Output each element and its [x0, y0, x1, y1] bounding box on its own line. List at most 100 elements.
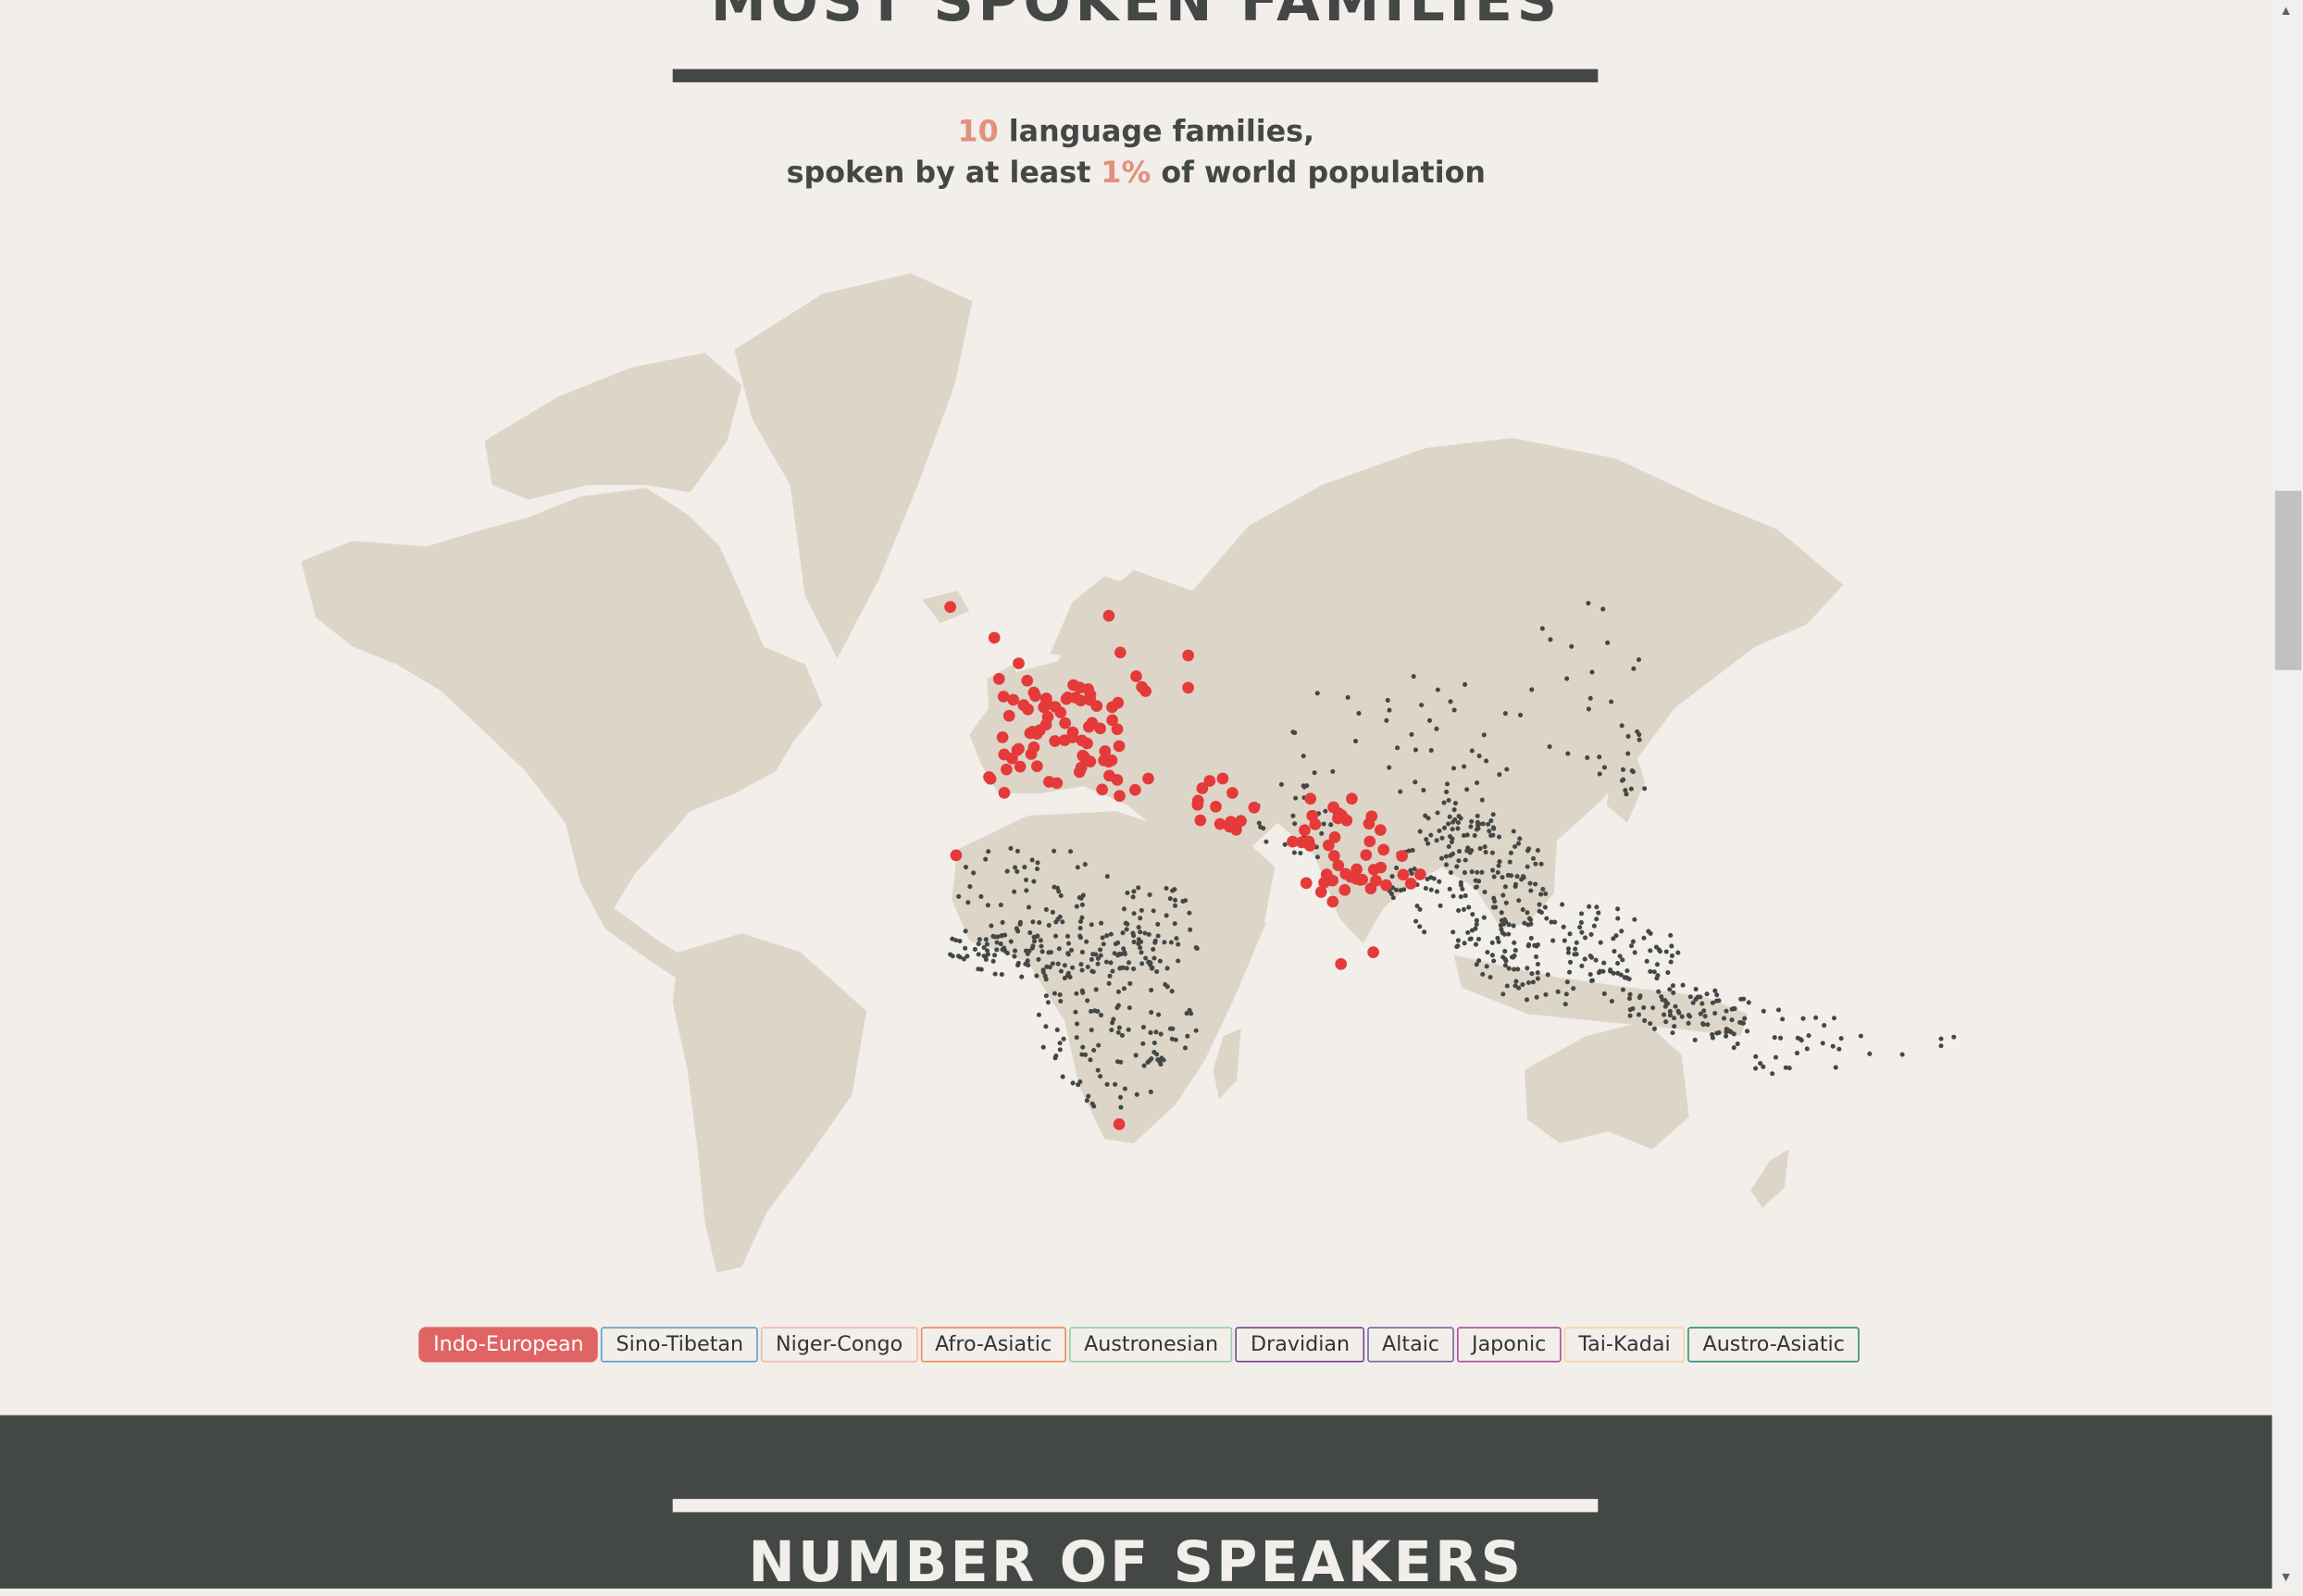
language-dot [1455, 820, 1461, 826]
legend-sino-tibetan[interactable]: Sino-Tibetan [601, 1327, 758, 1363]
language-dot [1596, 910, 1601, 916]
language-dot [1625, 968, 1630, 974]
language-dot [1502, 711, 1508, 717]
language-dot [1079, 988, 1085, 993]
language-dot [1508, 850, 1513, 855]
language-dot [1714, 992, 1720, 998]
legend-austronesian[interactable]: Austronesian [1069, 1327, 1233, 1363]
indo-european-dot [1007, 693, 1020, 706]
scrollbar-track[interactable] [2272, 0, 2303, 1589]
language-dot [1673, 1004, 1678, 1009]
language-dot [1525, 910, 1530, 916]
language-dot [1444, 781, 1450, 787]
legend-dravidian[interactable]: Dravidian [1236, 1327, 1364, 1363]
language-dot [1089, 1008, 1094, 1014]
scroll-down-arrow[interactable]: ▼ [2279, 1569, 2293, 1585]
language-dot [1457, 849, 1463, 854]
language-dot [1450, 819, 1456, 825]
language-dot [1437, 828, 1442, 834]
language-dot [1022, 865, 1027, 870]
language-dot [1077, 926, 1083, 931]
language-dot [1535, 848, 1540, 854]
language-dot [1002, 932, 1008, 938]
language-dot [1579, 963, 1585, 968]
language-dot [1833, 1065, 1838, 1070]
language-dot [1481, 732, 1487, 738]
language-dot [1680, 982, 1686, 988]
indo-european-dot [1302, 835, 1315, 848]
language-dot [1656, 989, 1662, 994]
language-dot [1507, 859, 1513, 865]
language-dot [1800, 1016, 1806, 1021]
language-dot [1450, 766, 1457, 771]
scroll-up-arrow[interactable]: ▲ [2279, 3, 2293, 19]
language-dot [1450, 836, 1455, 842]
language-dot [1136, 937, 1141, 942]
language-dot [1085, 998, 1090, 1004]
legend-austro-asiatic[interactable]: Austro-Asiatic [1687, 1327, 1860, 1363]
legend-tai-kadai[interactable]: Tai-Kadai [1563, 1327, 1686, 1363]
language-dot [1077, 918, 1084, 924]
language-dot [990, 958, 996, 964]
language-dot [1172, 897, 1178, 903]
language-dot [1504, 767, 1510, 772]
language-dot [1561, 924, 1566, 929]
language-dot [1074, 1035, 1079, 1041]
language-dot [1502, 884, 1508, 890]
language-dot [1665, 970, 1671, 976]
language-dot [1441, 825, 1448, 830]
legend-niger-congo[interactable]: Niger-Congo [761, 1327, 918, 1363]
language-dot [1131, 966, 1137, 972]
language-dot [1008, 845, 1014, 851]
language-dot [1441, 800, 1447, 805]
language-dot [1189, 1011, 1194, 1016]
language-dot [1419, 703, 1425, 708]
subtitle-line-2: spoken by at least 1% of world populatio… [0, 152, 2272, 193]
indo-european-dot [1066, 726, 1079, 739]
language-dot [1026, 904, 1032, 910]
language-dot [1143, 955, 1149, 961]
language-dot [1278, 781, 1284, 787]
legend-indo-european[interactable]: Indo-European [418, 1327, 599, 1363]
language-dot [1065, 951, 1071, 956]
language-dot [1672, 1024, 1677, 1029]
language-dot [1537, 902, 1542, 907]
language-dot [1474, 921, 1479, 928]
language-dot [1642, 786, 1648, 792]
language-dot [1701, 1008, 1707, 1014]
scrollbar-thumb[interactable] [2274, 491, 2302, 670]
language-dot [1319, 830, 1325, 836]
language-dot [1641, 935, 1647, 941]
language-dot [1533, 861, 1538, 867]
language-dot [1112, 951, 1117, 956]
indo-european-dot [1365, 810, 1378, 823]
language-dot [1838, 1036, 1844, 1041]
language-dot [1490, 812, 1496, 817]
indo-european-dot [1129, 783, 1141, 796]
indo-european-dot [1367, 946, 1379, 958]
language-dot [1145, 1059, 1151, 1066]
language-dot [1675, 1008, 1681, 1014]
language-dot [1503, 900, 1509, 905]
language-dot [1938, 1043, 1944, 1049]
language-dot [1524, 997, 1530, 1003]
language-dot [1487, 829, 1492, 834]
indo-european-dot [1364, 882, 1377, 895]
language-dot [1301, 754, 1306, 759]
language-dot [1164, 886, 1169, 892]
language-dot [1163, 981, 1168, 987]
legend-altaic[interactable]: Altaic [1367, 1327, 1454, 1363]
language-dot [1172, 903, 1178, 908]
language-dot [1039, 943, 1044, 949]
language-dot [1753, 1054, 1759, 1059]
indo-european-dot [1130, 670, 1142, 682]
language-dot [1070, 965, 1076, 970]
language-dot [1668, 959, 1674, 965]
legend-afro-asiatic[interactable]: Afro-Asiatic [920, 1327, 1067, 1363]
language-dot [1729, 1017, 1735, 1023]
language-dot [1535, 976, 1540, 981]
indo-european-dot [997, 691, 1010, 703]
legend-japonic[interactable]: Japonic [1457, 1327, 1562, 1363]
language-dot [1535, 961, 1540, 967]
language-dot [1497, 772, 1502, 778]
